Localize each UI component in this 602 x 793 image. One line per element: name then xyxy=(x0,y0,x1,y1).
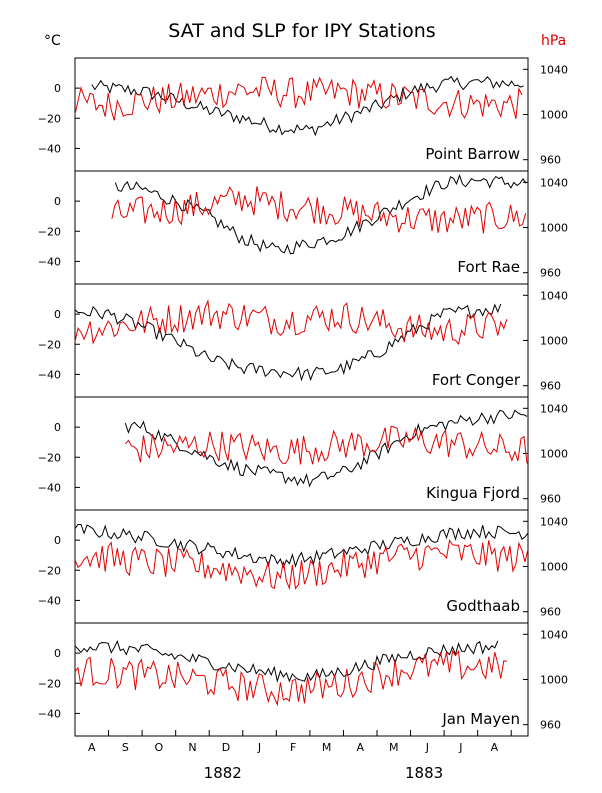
left-tick-label: 0 xyxy=(54,308,61,321)
right-tick-label: 960 xyxy=(540,154,561,167)
month-label: J xyxy=(425,741,429,754)
slp-series-line xyxy=(74,539,529,590)
right-tick-label: 1040 xyxy=(540,515,568,528)
station-panel: 0 −20 −40 1040 1000 960 Fort Conger xyxy=(38,283,568,398)
station-panel: 0 −20 −40 1040 1000 960 Godthaab xyxy=(38,509,568,624)
month-label: N xyxy=(188,741,196,754)
sat-series-line xyxy=(124,409,528,488)
station-name: Kingua Fjord xyxy=(426,484,520,502)
left-tick-label: −40 xyxy=(38,368,61,381)
right-tick-label: 1000 xyxy=(540,222,568,235)
year-label: 1882 xyxy=(204,764,242,782)
right-tick-label: 1040 xyxy=(540,176,568,189)
sat-series-line xyxy=(91,75,524,137)
right-tick-label: 960 xyxy=(540,719,561,732)
slp-series-line xyxy=(74,76,523,121)
right-tick-label: 1040 xyxy=(540,63,568,76)
month-label: A xyxy=(88,741,96,754)
slp-series-line xyxy=(124,425,528,465)
right-tick-label: 1000 xyxy=(540,109,568,122)
right-tick-label: 960 xyxy=(540,606,561,619)
month-label: S xyxy=(122,741,129,754)
month-label: O xyxy=(155,741,164,754)
station-panel: 0 −20 −40 1040 1000 960 Jan Mayen xyxy=(38,622,568,737)
right-tick-label: 1000 xyxy=(540,561,568,574)
station-name: Point Barrow xyxy=(425,145,520,163)
station-name: Fort Rae xyxy=(457,258,520,276)
month-label: M xyxy=(322,741,332,754)
month-label: M xyxy=(389,741,399,754)
right-tick-label: 1040 xyxy=(540,628,568,641)
station-panels: 0 −20 −40 1040 1000 960 Point Barrow 0 −20 −40 104… xyxy=(38,57,568,737)
month-label: J xyxy=(458,741,462,754)
station-name: Jan Mayen xyxy=(441,710,520,728)
month-label: D xyxy=(222,741,230,754)
left-tick-label: 0 xyxy=(54,82,61,95)
station-name: Fort Conger xyxy=(432,371,521,389)
left-tick-label: −20 xyxy=(38,112,61,125)
left-tick-label: −40 xyxy=(38,707,61,720)
month-label: A xyxy=(491,741,499,754)
slp-series-line xyxy=(74,649,507,707)
left-tick-label: 0 xyxy=(54,647,61,660)
station-panel: 0 −20 −40 1040 1000 960 Fort Rae xyxy=(38,170,568,285)
left-tick-label: −20 xyxy=(38,338,61,351)
month-label: A xyxy=(356,741,364,754)
left-tick-label: 0 xyxy=(54,421,61,434)
left-tick-label: −40 xyxy=(38,481,61,494)
left-tick-label: −20 xyxy=(38,677,61,690)
sat-series-line xyxy=(74,524,529,569)
left-tick-label: −20 xyxy=(38,225,61,238)
left-tick-label: 0 xyxy=(54,195,61,208)
left-tick-label: −40 xyxy=(38,255,61,268)
chart-title: SAT and SLP for IPY Stations xyxy=(168,20,435,42)
slp-series-line xyxy=(74,299,508,346)
station-name: Godthaab xyxy=(446,597,520,615)
left-tick-label: −40 xyxy=(38,594,61,607)
station-panel: 0 −20 −40 1040 1000 960 Point Barrow xyxy=(38,57,568,172)
right-tick-label: 960 xyxy=(540,267,561,280)
year-label: 1883 xyxy=(405,764,443,782)
right-tick-label: 1040 xyxy=(540,402,568,415)
left-tick-label: −20 xyxy=(38,451,61,464)
right-tick-label: 960 xyxy=(540,380,561,393)
station-panel: 0 −20 −40 1040 1000 960 Kingua Fjord xyxy=(38,396,568,511)
right-unit-label: hPa xyxy=(541,33,566,49)
right-tick-label: 1000 xyxy=(540,448,568,461)
left-tick-label: −20 xyxy=(38,564,61,577)
month-label: F xyxy=(290,741,296,754)
left-unit-label: °C xyxy=(44,33,61,49)
right-tick-label: 960 xyxy=(540,493,561,506)
left-tick-label: −40 xyxy=(38,142,61,155)
sat-series-line xyxy=(114,173,527,255)
month-label: J xyxy=(257,741,261,754)
sat-series-line xyxy=(74,639,499,683)
right-tick-label: 1000 xyxy=(540,335,568,348)
sat-series-line xyxy=(74,303,502,382)
left-tick-label: 0 xyxy=(54,534,61,547)
right-tick-label: 1000 xyxy=(540,674,568,687)
x-axis: A S O N D J F M A M J J A 1882 1883 xyxy=(74,730,512,782)
right-tick-label: 1040 xyxy=(540,289,568,302)
slp-series-line xyxy=(111,186,527,234)
